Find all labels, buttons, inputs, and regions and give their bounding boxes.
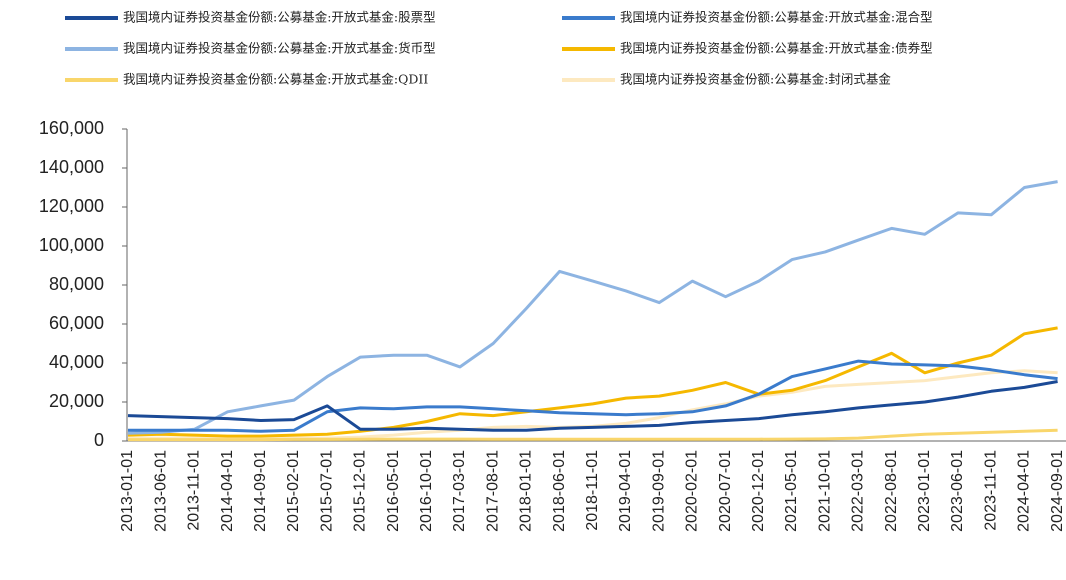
- y-tick-label: 120,000: [39, 196, 104, 216]
- legend-label: 我国境内证券投资基金份额:公募基金:开放式基金:货币型: [123, 41, 436, 56]
- x-tick-label: 2016-10-01: [418, 450, 435, 532]
- legend-label: 我国境内证券投资基金份额:公募基金:开放式基金:股票型: [123, 10, 436, 25]
- x-tick-label: 2022-08-01: [883, 450, 900, 532]
- x-tick-label: 2020-02-01: [684, 450, 701, 532]
- y-tick-label: 20,000: [49, 391, 104, 411]
- x-tick-label: 2023-06-01: [949, 450, 966, 532]
- x-tick-label: 2013-06-01: [152, 450, 169, 532]
- y-tick-label: 60,000: [49, 313, 104, 333]
- x-tick-label: 2014-09-01: [252, 450, 269, 532]
- x-tick-label: 2020-12-01: [750, 450, 767, 532]
- x-tick-label: 2019-09-01: [650, 450, 667, 532]
- x-tick-label: 2015-07-01: [318, 450, 335, 532]
- x-tick-label: 2013-11-01: [186, 450, 203, 531]
- x-tick-label: 2021-05-01: [783, 450, 800, 532]
- x-tick-label: 2018-11-01: [584, 450, 601, 531]
- series-line: [127, 180, 1058, 435]
- x-tick-label: 2015-12-01: [352, 450, 369, 532]
- x-tick-label: 2016-05-01: [385, 450, 402, 532]
- x-tick-label: 2022-03-01: [850, 450, 867, 532]
- legend-label: 我国境内证券投资基金份额:公募基金:封闭式基金: [620, 72, 891, 87]
- legend-label: 我国境内证券投资基金份额:公募基金:开放式基金:混合型: [620, 10, 933, 25]
- series-line: [127, 380, 1058, 432]
- y-tick-label: 40,000: [49, 352, 104, 372]
- y-tick-label: 160,000: [39, 118, 104, 138]
- x-tick-label: 2017-03-01: [451, 450, 468, 532]
- x-tick-label: 2024-09-01: [1049, 450, 1066, 532]
- x-tick-label: 2018-06-01: [551, 450, 568, 532]
- x-tick-label: 2015-02-01: [285, 450, 302, 532]
- x-tick-label: 2020-07-01: [717, 450, 734, 532]
- x-tick-label: 2019-04-01: [617, 450, 634, 532]
- x-tick-label: 2024-04-01: [1016, 450, 1033, 532]
- series-line: [128, 359, 1058, 433]
- y-tick-label: 100,000: [39, 235, 104, 255]
- x-tick-label: 2018-01-01: [518, 450, 535, 532]
- x-tick-label: 2014-04-01: [219, 450, 236, 532]
- x-tick-label: 2021-10-01: [816, 450, 833, 532]
- y-tick-label: 0: [94, 430, 104, 450]
- x-tick-label: 2023-01-01: [916, 450, 933, 532]
- x-tick-label: 2017-08-01: [484, 450, 501, 532]
- legend-label: 我国境内证券投资基金份额:公募基金:开放式基金:QDII: [123, 72, 428, 87]
- y-tick-label: 140,000: [39, 157, 104, 177]
- legend-label: 我国境内证券投资基金份额:公募基金:开放式基金:债券型: [620, 41, 933, 56]
- x-tick-label: 2023-11-01: [982, 450, 999, 531]
- x-tick-label: 2013-01-01: [119, 450, 136, 532]
- y-tick-label: 80,000: [49, 274, 104, 294]
- series-line: [127, 326, 1058, 438]
- series-line: [128, 428, 1058, 442]
